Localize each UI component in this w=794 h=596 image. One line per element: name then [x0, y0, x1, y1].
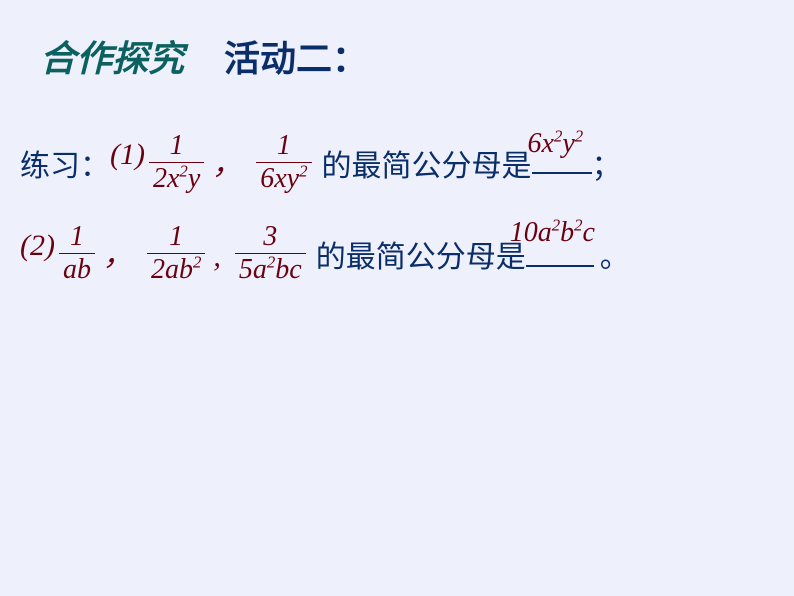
ans-part: c [582, 217, 594, 248]
denominator: 5a2bc [235, 253, 306, 284]
numerator: 1 [273, 132, 295, 162]
blank-underline-1 [532, 172, 592, 174]
den-part: 2 [153, 163, 167, 194]
semicolon: ； [592, 141, 622, 185]
den-part: 5 [239, 254, 253, 285]
ans-part: b [560, 217, 574, 248]
den-part: y [188, 163, 200, 194]
practice-label: 练习： [20, 141, 110, 185]
comma: , [213, 240, 221, 284]
den-part: bc [275, 254, 301, 285]
slide-page: 合作探究 活动二： 练习： (1) 1 2x2y ， 1 6xy2 的最简公分母… [0, 0, 794, 596]
den-part: ab [165, 254, 193, 285]
numerator: 1 [165, 223, 187, 253]
denominator: 2x2y [149, 162, 204, 193]
comma: ， [212, 139, 242, 193]
mid-text-1: 的最简公分母是 [322, 141, 532, 185]
fraction-1-2: 1 6xy2 [256, 132, 311, 193]
ans-part: a [538, 217, 552, 248]
numerator: 3 [259, 223, 281, 253]
ans-part: 10 [510, 217, 538, 248]
period: 。 [600, 232, 630, 276]
exercise-line-1: 练习： (1) 1 2x2y ， 1 6xy2 的最简公分母是 6x2y2 ； [20, 132, 774, 193]
paren-2: (2) [20, 229, 55, 263]
fraction-2-3: 3 5a2bc [235, 223, 306, 284]
mid-text-2: 的最简公分母是 [316, 232, 526, 276]
header-left: 合作探究 [40, 30, 184, 82]
den-part: x [167, 163, 179, 194]
paren-1: (1) [110, 138, 145, 172]
exponent: 2 [193, 253, 201, 272]
exponent: 2 [179, 162, 187, 181]
answer-2: 10a2b2c [510, 217, 595, 249]
blank-underline-2 [526, 265, 594, 267]
den-part: xy [274, 163, 299, 194]
denominator: ab [59, 253, 95, 284]
ans-part: x [542, 128, 554, 159]
header-row: 合作探究 活动二： [40, 30, 774, 82]
den-part: 6 [260, 163, 274, 194]
ans-part: y [562, 128, 574, 159]
exponent: 2 [575, 126, 583, 145]
numerator: 1 [66, 223, 88, 253]
exponent: 2 [299, 162, 307, 181]
exercise-line-2: (2) 1 ab ， 1 2ab2 , 3 5a2bc 的最简公分母是 10a2… [20, 223, 774, 284]
ans-part: 6 [528, 128, 542, 159]
header-right: 活动二： [224, 30, 368, 82]
fraction-2-2: 1 2ab2 [147, 223, 205, 284]
denominator: 2ab2 [147, 253, 205, 284]
den-part: a [253, 254, 267, 285]
comma: ， [103, 230, 133, 284]
answer-1: 6x2y2 [528, 128, 584, 160]
fraction-1-1: 1 2x2y [149, 132, 204, 193]
denominator: 6xy2 [256, 162, 311, 193]
exponent: 2 [552, 215, 560, 234]
fraction-2-1: 1 ab [59, 223, 95, 284]
numerator: 1 [166, 132, 188, 162]
exponent: 2 [267, 253, 275, 272]
den-part: 2 [151, 254, 165, 285]
